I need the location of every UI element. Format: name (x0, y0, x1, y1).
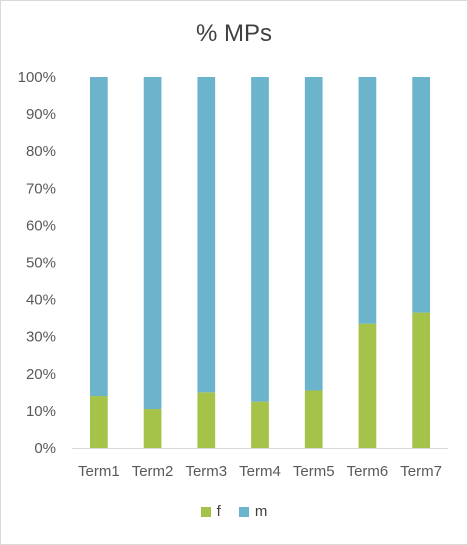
bar-f-term6 (358, 323, 377, 448)
chart-title: % MPs (195, 20, 272, 47)
legend-item-f: f (200, 503, 221, 520)
x-tick-label: Term6 (347, 463, 389, 480)
bars (89, 77, 431, 448)
y-tick-label: 60% (26, 217, 56, 234)
y-tick-label: 50% (26, 255, 56, 272)
y-tick-label: 40% (26, 292, 56, 309)
legend-swatch-m (238, 506, 249, 517)
y-axis-ticks: 0% 10% 20% 30% 40% 50% 60% 70% 80% 90% 100% (18, 69, 56, 457)
legend-label-m: m (254, 503, 268, 520)
x-tick-label: Term5 (293, 463, 335, 480)
bar-f-term7 (412, 312, 431, 448)
y-tick-label: 30% (26, 329, 56, 346)
x-tick-label: Term4 (239, 463, 281, 480)
bar-f-term5 (304, 390, 323, 448)
y-tick-label: 70% (26, 180, 56, 197)
bar-f-term2 (143, 409, 162, 448)
legend: f m (0, 503, 468, 520)
legend-label-f: f (216, 503, 221, 520)
x-tick-label: Term7 (400, 463, 442, 480)
bar-m-term5 (304, 77, 323, 391)
bar-m-term6 (358, 77, 377, 324)
y-tick-label: 80% (26, 143, 56, 160)
y-tick-label: 100% (18, 69, 56, 86)
x-axis-ticks: Term1 Term2 Term3 Term4 Term5 Term6 Term7 (78, 463, 442, 480)
legend-item-m: m (238, 503, 268, 520)
bar-m-term4 (251, 77, 269, 402)
x-tick-label: Term3 (185, 463, 227, 480)
x-tick-label: Term1 (78, 463, 120, 480)
y-tick-label: 90% (26, 106, 56, 123)
y-tick-label: 0% (34, 440, 56, 457)
bar-f-term3 (197, 392, 216, 448)
x-tick-label: Term2 (132, 463, 174, 480)
bar-m-term7 (412, 77, 431, 313)
legend-swatch-f (200, 506, 211, 517)
y-tick-label: 20% (26, 366, 56, 383)
bar-m-term3 (197, 77, 216, 393)
bar-f-term1 (89, 396, 108, 448)
bar-f-term4 (251, 401, 269, 448)
bar-m-term1 (89, 77, 108, 397)
y-tick-label: 10% (26, 403, 56, 420)
bar-m-term2 (143, 77, 162, 410)
